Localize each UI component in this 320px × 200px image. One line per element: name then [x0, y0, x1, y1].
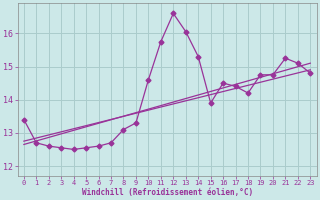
X-axis label: Windchill (Refroidissement éolien,°C): Windchill (Refroidissement éolien,°C): [82, 188, 253, 197]
